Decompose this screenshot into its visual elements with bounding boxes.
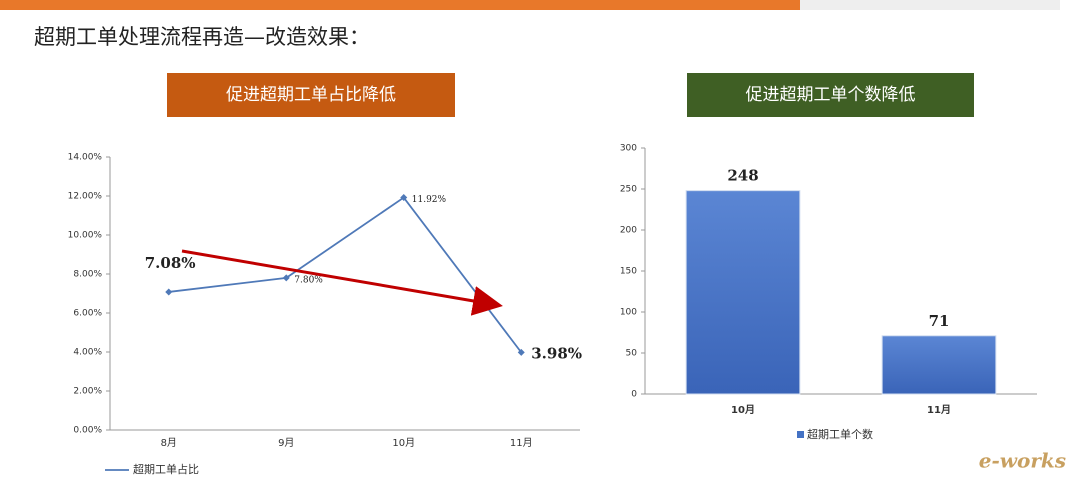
bar (881, 335, 997, 395)
marker (282, 274, 290, 282)
data-label: 71 (929, 312, 950, 330)
marker (517, 348, 525, 356)
y-tick-label: 300 (620, 144, 637, 154)
legend-label: 超期工单占比 (133, 462, 199, 476)
y-tick-label: 6.00% (73, 309, 102, 319)
top-bar-gray (800, 0, 1060, 10)
y-tick-label: 100 (620, 308, 637, 318)
x-tick-label: 11月 (510, 437, 533, 449)
y-tick-label: 150 (620, 267, 637, 277)
data-label: 7.08% (145, 254, 196, 272)
line (168, 196, 522, 353)
y-tick-label: 4.00% (73, 348, 102, 358)
data-label: 11.92% (412, 195, 447, 205)
panel-title: 促进超期工单占比降低 (226, 85, 396, 105)
top-bar (0, 0, 800, 10)
x-tick-label: 9月 (278, 437, 294, 449)
trend-arrow (181, 249, 503, 316)
slide-title: 超期工单处理流程再造—改造效果： (34, 25, 370, 49)
panel-title: 促进超期工单个数降低 (746, 85, 916, 105)
data-label: 248 (727, 167, 758, 185)
data-label: 3.98% (531, 344, 582, 362)
logo: e-works (979, 449, 1066, 473)
legend-label: 超期工单个数 (807, 427, 873, 441)
x-tick-label: 8月 (161, 437, 177, 449)
y-tick-label: 0.00% (73, 426, 102, 436)
data-label: 7.80% (294, 275, 323, 285)
panel-title-box (167, 73, 455, 117)
y-tick-label: 0 (631, 390, 637, 400)
y-tick-label: 250 (620, 185, 637, 195)
legend-swatch (797, 431, 804, 438)
panel-title-box (687, 73, 974, 117)
x-tick-label: 11月 (927, 404, 951, 416)
y-tick-label: 8.00% (73, 270, 102, 280)
bar (685, 190, 801, 395)
y-tick-label: 200 (620, 226, 637, 236)
x-tick-label: 10月 (392, 437, 415, 449)
marker (165, 288, 173, 296)
y-tick-label: 50 (626, 349, 638, 359)
x-tick-label: 10月 (731, 404, 755, 416)
y-tick-label: 2.00% (73, 387, 102, 397)
y-tick-label: 10.00% (68, 231, 103, 241)
y-tick-label: 14.00% (68, 153, 103, 163)
marker (400, 194, 408, 202)
y-tick-label: 12.00% (68, 192, 103, 202)
